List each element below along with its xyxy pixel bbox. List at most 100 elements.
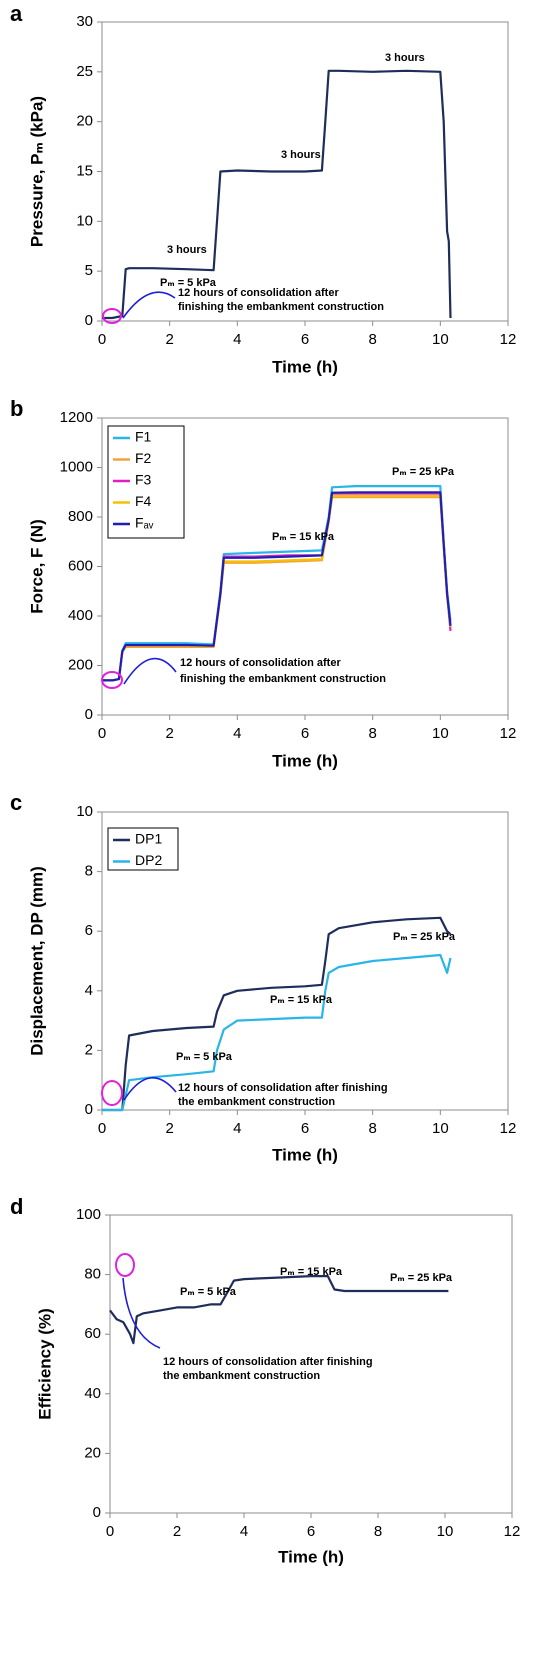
annotation: the embankment construction	[178, 1096, 335, 1108]
legend-label: Fₐᵥ	[135, 515, 154, 531]
x-tick-label: 0	[106, 1523, 114, 1540]
y-tick-label: 10	[76, 212, 93, 229]
x-tick-label: 12	[500, 331, 517, 348]
callout-arrow	[122, 291, 176, 319]
legend-label: F3	[135, 472, 152, 488]
panel-label: c	[10, 790, 22, 815]
y-tick-label: 1200	[60, 409, 93, 426]
annotation: 12 hours of consolidation after finishin…	[178, 1082, 388, 1094]
y-tick-label: 30	[76, 13, 93, 30]
x-tick-label: 12	[500, 1120, 517, 1137]
y-axis-label: Efficiency (%)	[35, 1308, 54, 1419]
x-tick-label: 10	[432, 1120, 449, 1137]
y-tick-label: 20	[84, 1444, 101, 1461]
annotation: Pₘ = 25 kPa	[392, 466, 455, 478]
panel-label: b	[10, 396, 23, 421]
y-tick-label: 200	[68, 656, 93, 673]
x-tick-label: 0	[98, 1120, 106, 1137]
y-tick-label: 20	[76, 113, 93, 130]
x-tick-label: 4	[233, 331, 241, 348]
x-axis-label: Time (h)	[272, 751, 338, 770]
annotation: Pₘ = 15 kPa	[272, 531, 335, 543]
y-tick-label: 600	[68, 557, 93, 574]
legend-label: F2	[135, 450, 152, 466]
annotation: Pₘ = 5 kPa	[160, 277, 217, 289]
x-tick-label: 6	[307, 1523, 315, 1540]
y-tick-label: 25	[76, 63, 93, 80]
y-tick-label: 400	[68, 607, 93, 624]
annotation: Pₘ = 25 kPa	[390, 1272, 453, 1284]
y-tick-label: 0	[93, 1504, 101, 1521]
y-tick-label: 15	[76, 162, 93, 179]
legend-box	[107, 827, 179, 871]
highlight-circle	[101, 671, 123, 689]
x-tick-label: 0	[98, 331, 106, 348]
data-line	[102, 69, 452, 320]
x-tick-label: 4	[233, 1120, 241, 1137]
annotation: 12 hours of consolidation after finishin…	[163, 1356, 373, 1368]
y-tick-label: 80	[84, 1266, 101, 1283]
x-axis-label: Time (h)	[278, 1547, 344, 1566]
callout-arrow	[123, 657, 177, 685]
data-line	[102, 953, 452, 1112]
x-tick-label: 10	[432, 331, 449, 348]
x-tick-label: 6	[301, 725, 309, 742]
legend-label: F4	[135, 493, 152, 509]
x-tick-label: 2	[165, 1120, 173, 1137]
highlight-circle	[102, 308, 122, 324]
annotation: 3 hours	[281, 149, 321, 161]
y-tick-label: 8	[85, 863, 93, 880]
data-line	[102, 491, 452, 682]
y-tick-label: 0	[85, 706, 93, 723]
x-tick-label: 8	[368, 331, 376, 348]
y-tick-label: 60	[84, 1325, 101, 1342]
annotation: Pₘ = 5 kPa	[176, 1051, 233, 1063]
y-axis-label: Displacement, DP (mm)	[27, 866, 46, 1056]
y-axis-label: Force, F (N)	[27, 519, 46, 613]
x-tick-label: 10	[432, 725, 449, 742]
annotation: Pₘ = 5 kPa	[180, 1286, 237, 1298]
data-line	[109, 1275, 449, 1345]
panel-label: d	[10, 1194, 23, 1219]
x-axis-label: Time (h)	[272, 357, 338, 376]
annotation: 12 hours of consolidation after	[178, 287, 339, 299]
y-tick-label: 5	[85, 262, 93, 279]
y-tick-label: 10	[76, 803, 93, 820]
x-tick-label: 8	[374, 1523, 382, 1540]
y-tick-label: 1000	[60, 458, 93, 475]
x-tick-label: 10	[437, 1523, 454, 1540]
annotation: Pₘ = 15 kPa	[280, 1266, 343, 1278]
y-tick-label: 2	[85, 1041, 93, 1058]
legend-label: DP2	[135, 852, 162, 868]
annotation: Pₘ = 25 kPa	[393, 931, 456, 943]
x-tick-label: 0	[98, 725, 106, 742]
x-tick-label: 8	[368, 725, 376, 742]
annotation: the embankment construction	[163, 1370, 320, 1382]
legend-label: F1	[135, 429, 152, 445]
y-tick-label: 0	[85, 312, 93, 329]
annotation: Pₘ = 15 kPa	[270, 994, 333, 1006]
x-tick-label: 12	[504, 1523, 521, 1540]
annotation: 3 hours	[167, 244, 207, 256]
x-tick-label: 6	[301, 331, 309, 348]
x-tick-label: 4	[233, 725, 241, 742]
y-axis-label: Pressure, Pₘ (kPa)	[27, 96, 46, 247]
callout-arrow	[122, 1277, 161, 1349]
x-tick-label: 6	[301, 1120, 309, 1137]
y-tick-label: 6	[85, 922, 93, 939]
y-tick-label: 0	[85, 1101, 93, 1118]
x-tick-label: 12	[500, 725, 517, 742]
x-tick-label: 2	[165, 725, 173, 742]
annotation: finishing the embankment construction	[178, 301, 384, 313]
y-tick-label: 800	[68, 508, 93, 525]
y-tick-label: 100	[76, 1206, 101, 1223]
legend-label: DP1	[135, 831, 162, 847]
x-tick-label: 2	[173, 1523, 181, 1540]
x-tick-label: 4	[240, 1523, 248, 1540]
x-tick-label: 8	[368, 1120, 376, 1137]
annotation: 12 hours of consolidation after	[180, 657, 341, 669]
x-axis-label: Time (h)	[272, 1145, 338, 1164]
panel-label: a	[10, 1, 23, 26]
highlight-circle	[115, 1253, 135, 1277]
